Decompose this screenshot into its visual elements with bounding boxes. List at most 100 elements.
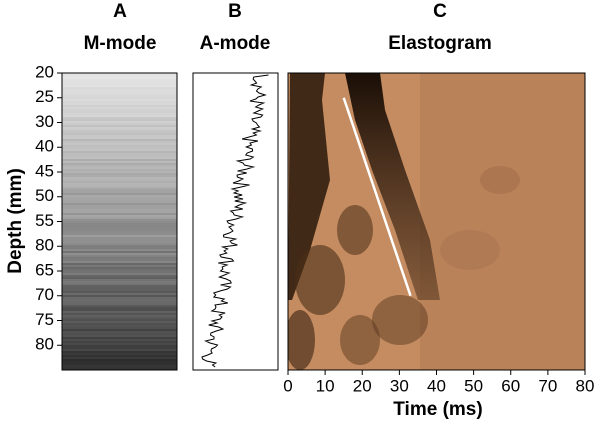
m-mode-stripe [62,367,177,369]
m-mode-stripe [62,291,177,293]
m-mode-stripe [62,305,177,307]
m-mode-stripe [62,93,177,95]
m-mode-stripe [62,311,177,313]
x-tick-label: 80 [576,376,595,395]
x-tick-label: 60 [501,376,520,395]
m-mode-stripe [62,221,177,223]
m-mode-stripe [62,137,177,139]
m-mode-stripe [62,257,177,259]
panel-title: Elastogram [388,33,491,54]
marker-line [342,97,412,297]
m-mode-stripe [62,331,177,333]
m-mode-stripe [62,351,177,353]
m-mode-stripe [62,229,177,231]
m-mode-stripe [62,179,177,181]
y-tick-label: 80 [35,236,54,255]
m-mode-stripe [62,313,177,315]
m-mode-stripe [62,315,177,317]
m-mode-stripe [62,317,177,319]
m-mode-stripe [62,327,177,329]
m-mode-stripe [62,153,177,155]
m-mode-stripe [62,217,177,219]
m-mode-stripe [62,279,177,281]
m-mode-stripe [62,151,177,153]
m-mode-stripe [62,363,177,365]
panel-letter: A [113,1,127,22]
a-mode-frame [192,72,279,371]
m-mode-stripe [62,299,177,301]
m-mode-stripe [62,175,177,177]
m-mode-stripe [62,97,177,99]
m-mode-stripe [62,359,177,361]
m-mode-stripe [62,125,177,127]
m-mode-stripe [62,187,177,189]
m-mode-stripe [62,277,177,279]
y-axis-label: Depth (mm) [5,168,26,274]
m-mode-stripe [62,247,177,249]
m-mode-stripe [62,165,177,167]
y-tick-label: 55 [35,211,54,230]
m-mode-stripe [62,103,177,105]
m-mode-stripe [62,163,177,165]
m-mode-stripe [62,263,177,265]
m-mode-stripe [62,273,177,275]
m-mode-stripe [62,325,177,327]
m-mode-stripe [62,241,177,243]
y-tick-label: 25 [35,87,54,106]
m-mode-stripe [62,265,177,267]
m-mode-stripe [62,87,177,89]
panel-title: M-mode [84,33,157,54]
m-mode-stripe [62,225,177,227]
m-mode-stripe [62,169,177,171]
m-mode-stripe [62,249,177,251]
y-tick-label: 20 [35,62,54,81]
m-mode-stripe [62,149,177,151]
m-mode-stripe [62,267,177,269]
m-mode-stripe [62,269,177,271]
m-mode-stripe [62,261,177,263]
m-mode-stripe [62,285,177,287]
m-mode-stripe [62,309,177,311]
m-mode-stripe [62,215,177,217]
m-mode-stripe [62,81,177,83]
m-mode-stripe [62,177,177,179]
y-tick-label: 65 [35,260,54,279]
y-tick-label: 70 [35,285,54,304]
m-mode-stripe [62,145,177,147]
panel-letter: C [433,1,447,22]
m-mode-stripe [62,355,177,357]
m-mode-stripe [62,181,177,183]
m-mode-stripe [62,159,177,161]
m-mode-stripe [62,119,177,121]
m-mode-stripe [62,255,177,257]
a-mode-trace [201,74,269,368]
m-mode-stripe [62,307,177,309]
m-mode-stripe [62,117,177,119]
m-mode-stripe [62,337,177,339]
x-tick-label: 40 [427,376,446,395]
m-mode-stripe [62,271,177,273]
y-tick-label: 40 [35,137,54,156]
m-mode-stripe [62,91,177,93]
m-mode-stripe [62,301,177,303]
m-mode-stripe [62,283,177,285]
m-mode-stripe [62,251,177,253]
m-mode-stripe [62,155,177,157]
m-mode-stripe [62,171,177,173]
m-mode-stripe [62,343,177,345]
m-mode-stripe [62,147,177,149]
m-mode-stripe [62,287,177,289]
m-mode-stripe [62,109,177,111]
m-mode-stripe [62,139,177,141]
x-tick-label: 70 [538,376,557,395]
x-tick-label: 50 [464,376,483,395]
m-mode-stripe [62,289,177,291]
m-mode-stripe [62,245,177,247]
m-mode-stripe [62,173,177,175]
m-mode-stripe [62,303,177,305]
m-mode-stripe [62,275,177,277]
m-mode-stripe [62,233,177,235]
m-mode-stripe [62,189,177,191]
panel-letter: B [228,1,242,22]
